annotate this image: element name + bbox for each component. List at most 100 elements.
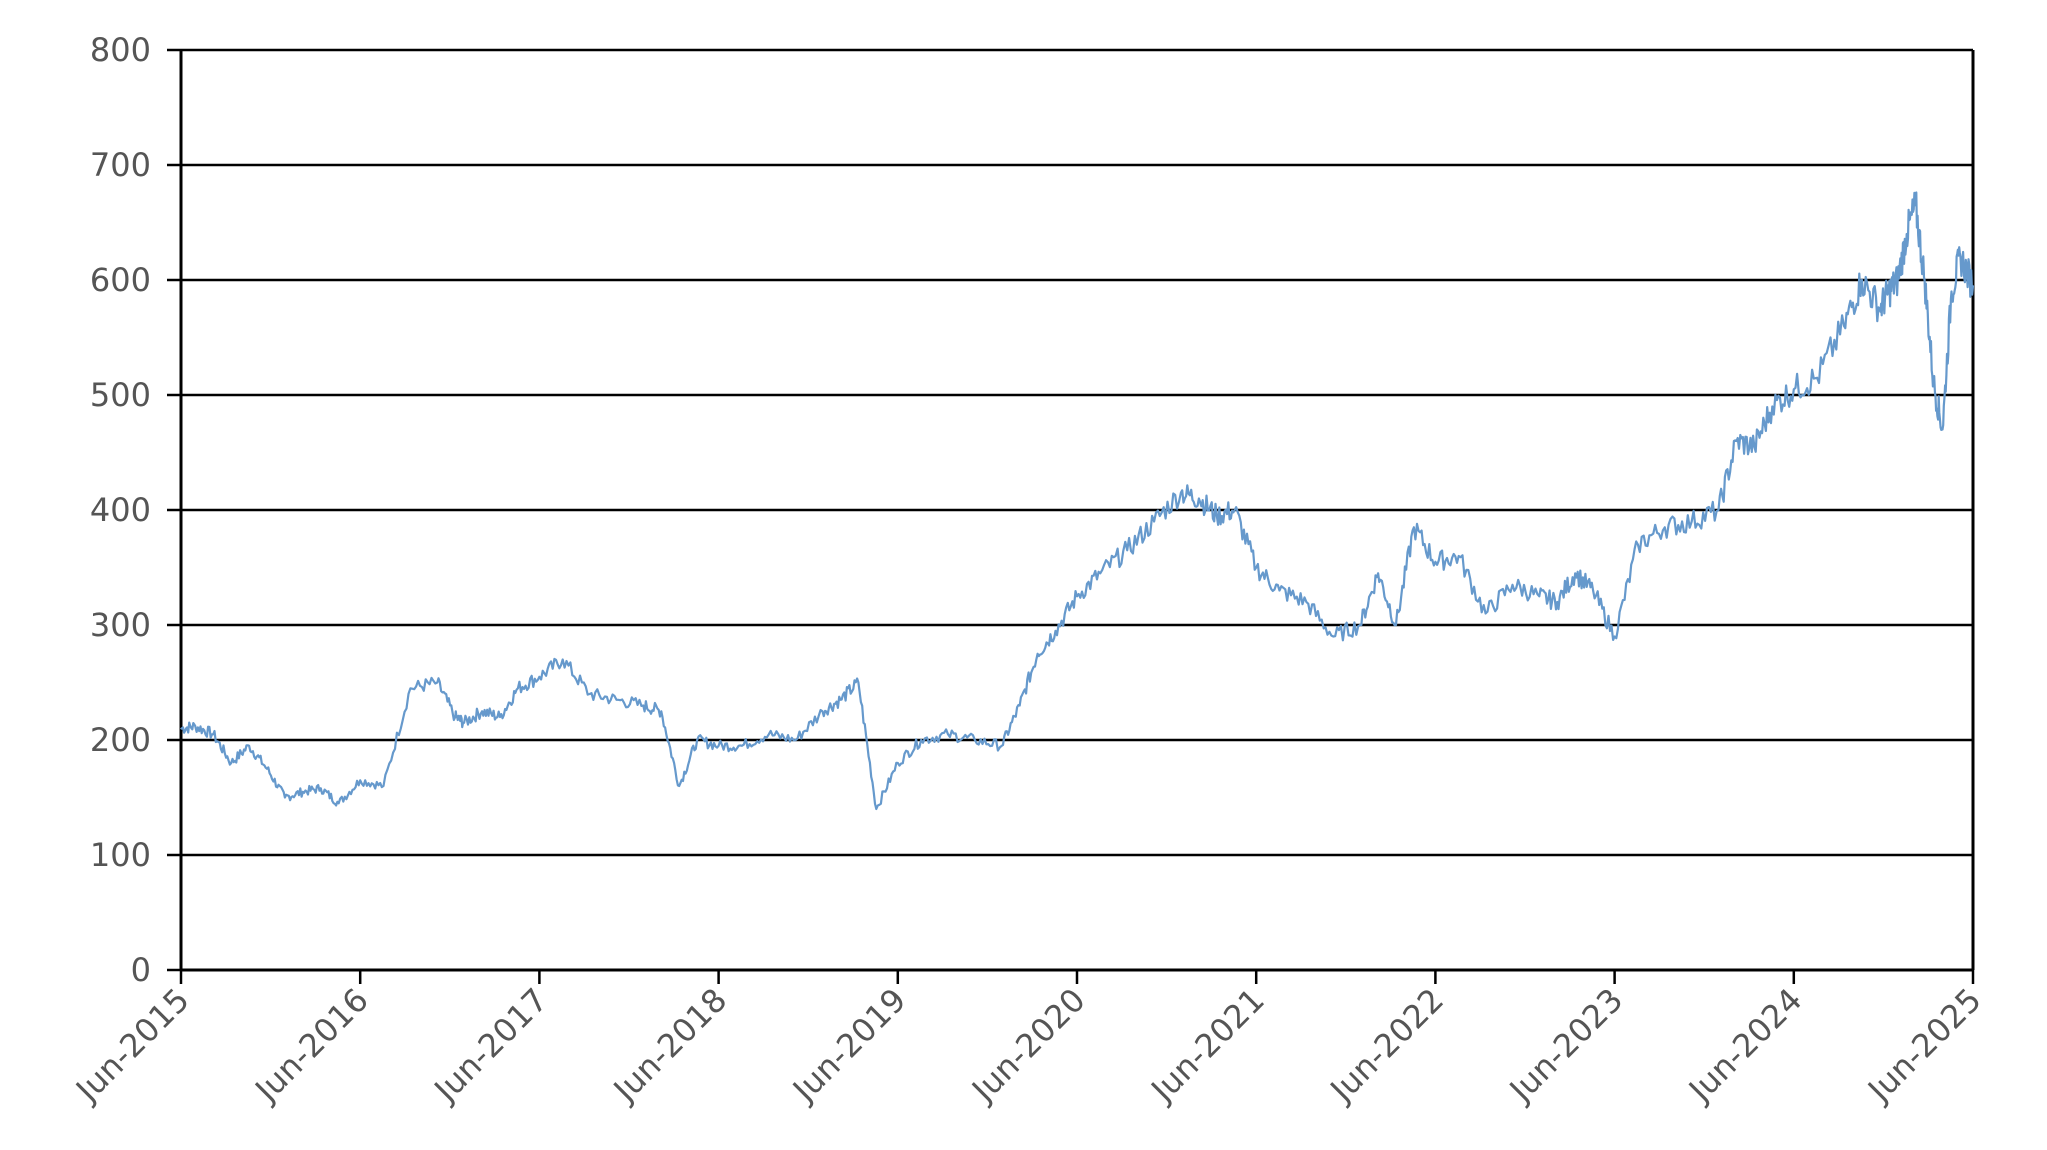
data-point — [1457, 555, 1460, 557]
data-point — [947, 733, 949, 736]
x-tick-label: Jun-2019 — [784, 981, 913, 1110]
x-tick-label: Jun-2016 — [246, 981, 375, 1110]
data-point — [857, 681, 860, 684]
x-tick-label: Jun-2021 — [1142, 981, 1271, 1110]
y-tick-label: 400 — [90, 491, 151, 529]
data-point — [517, 687, 519, 690]
data-point — [1434, 560, 1437, 563]
y-tick-label: 700 — [90, 146, 151, 184]
data-point — [337, 802, 340, 805]
data-point — [1076, 595, 1078, 598]
data-point — [717, 744, 720, 747]
y-axis-tick-labels: 0 100 200 300 400 500 600 700 800 — [90, 31, 151, 989]
data-point — [1255, 566, 1257, 569]
data-point — [1950, 290, 1953, 293]
data-point — [463, 721, 465, 724]
x-tick-label: Jun-2020 — [963, 981, 1092, 1110]
data-point — [1972, 284, 1974, 287]
x-tick-label: Jun-2024 — [1680, 981, 1809, 1110]
y-tick-label: 500 — [90, 376, 151, 414]
data-point — [481, 710, 483, 713]
data-point — [1215, 514, 1218, 517]
data-point — [1511, 583, 1514, 586]
data-point — [359, 779, 362, 782]
data-point — [1556, 601, 1559, 603]
data-point — [1861, 279, 1863, 281]
data-point — [1887, 290, 1890, 293]
data-point — [1735, 440, 1738, 442]
data-point — [1959, 256, 1962, 258]
x-tick-label: Jun-2018 — [605, 981, 734, 1110]
data-point — [284, 796, 286, 799]
data-point — [1278, 589, 1281, 592]
data-point — [212, 733, 215, 736]
data-point — [1538, 595, 1541, 598]
x-axis-tick-labels: Jun-2015 Jun-2016 Jun-2017 Jun-2018 Jun-2019… — [67, 981, 1988, 1110]
data-point — [1905, 233, 1908, 235]
data-point — [248, 744, 250, 747]
data-point — [1690, 520, 1693, 523]
data-point — [1305, 601, 1308, 603]
data-point — [538, 675, 541, 678]
data-point — [1753, 445, 1756, 448]
data-point — [1036, 652, 1039, 655]
y-tick-label: 200 — [90, 721, 151, 759]
data-point — [741, 744, 743, 747]
data-point — [230, 762, 232, 764]
data-point — [1717, 509, 1720, 511]
data-point — [180, 727, 182, 730]
x-tick-label: Jun-2022 — [1322, 981, 1451, 1110]
data-point — [678, 785, 680, 787]
data-point — [1395, 624, 1397, 626]
data-point — [660, 710, 663, 713]
gridlines — [181, 48, 1973, 972]
data-point — [1879, 307, 1881, 310]
data-point — [1233, 509, 1236, 511]
y-tick-label: 100 — [90, 836, 151, 874]
data-point — [1000, 744, 1003, 747]
data-point — [767, 733, 770, 736]
data-point — [1843, 325, 1845, 327]
data-point — [1153, 520, 1155, 523]
data-point — [1018, 704, 1021, 707]
data-point — [1613, 635, 1616, 638]
data-point — [499, 716, 501, 718]
data-point — [1332, 635, 1335, 638]
data-point — [1816, 376, 1818, 379]
data-point — [839, 698, 842, 701]
data-point — [436, 681, 439, 684]
data-point — [696, 739, 698, 741]
data-point — [588, 693, 591, 695]
data-point — [409, 687, 412, 690]
data-point — [1377, 572, 1379, 575]
data-point — [1896, 279, 1899, 281]
data-point — [615, 698, 618, 701]
data-point — [974, 739, 976, 741]
data-point — [1941, 428, 1944, 431]
data-point — [1484, 612, 1487, 615]
data-point — [382, 785, 385, 787]
data-point — [302, 790, 304, 793]
data-point — [1413, 526, 1415, 529]
data-point — [875, 808, 878, 810]
data-point — [1914, 204, 1917, 207]
data-point — [1180, 491, 1182, 494]
y-tick-label: 300 — [90, 606, 151, 644]
data-point — [821, 710, 824, 713]
y-tick-label: 600 — [90, 261, 151, 299]
data-point — [1932, 382, 1935, 385]
data-point — [1663, 526, 1666, 529]
y-tick-label: 800 — [90, 31, 151, 69]
data-point — [561, 658, 564, 661]
data-point — [1126, 549, 1128, 552]
data-point — [1054, 629, 1057, 632]
data-point — [1637, 543, 1639, 546]
x-tick-label: Jun-2015 — [67, 981, 196, 1110]
data-point — [794, 739, 797, 741]
x-tick-label: Jun-2025 — [1859, 981, 1988, 1110]
data-point — [194, 725, 197, 727]
data-point — [897, 762, 899, 764]
data-point — [1574, 572, 1576, 575]
